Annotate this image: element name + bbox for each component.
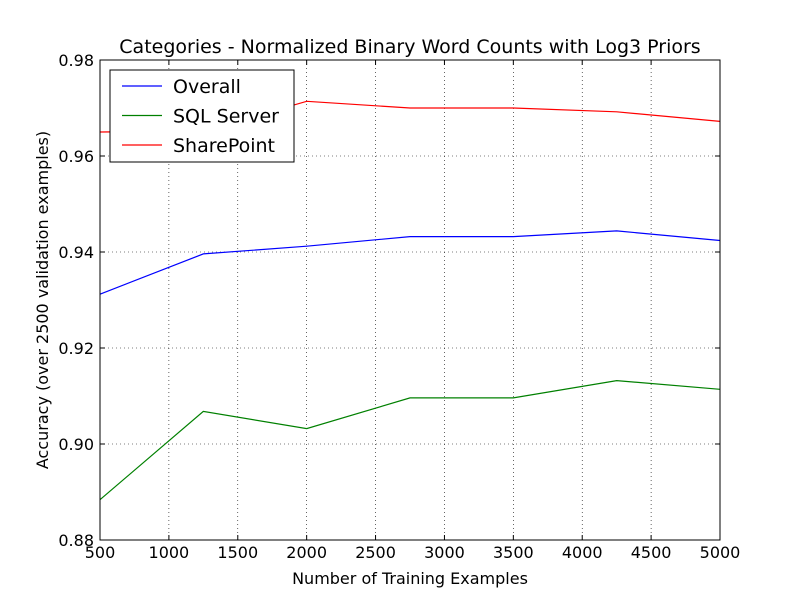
chart-title: Categories - Normalized Binary Word Coun… bbox=[119, 36, 700, 58]
x-tick-label: 500 bbox=[85, 543, 116, 562]
series-line-sql-server bbox=[99, 379, 721, 501]
x-tick-label: 1500 bbox=[217, 543, 258, 562]
y-tick-label: 0.98 bbox=[58, 51, 94, 70]
series-line-overall bbox=[99, 230, 721, 295]
ticks: 500 1000 1500 2000 2500 3000 3500 4000 4500 5000 0… bbox=[58, 51, 740, 562]
x-tick-label: 2500 bbox=[355, 543, 396, 562]
y-tick-label: 0.94 bbox=[58, 243, 94, 262]
legend: Overall SQL Server SharePoint bbox=[109, 69, 295, 163]
x-tick-label: 4000 bbox=[562, 543, 603, 562]
x-tick-label: 4500 bbox=[631, 543, 672, 562]
x-tick-label: 3000 bbox=[424, 543, 465, 562]
x-axis-label: Number of Training Examples bbox=[292, 569, 528, 588]
x-tick-label: 3500 bbox=[493, 543, 534, 562]
y-tick-label: 0.88 bbox=[58, 531, 94, 550]
x-tick-label: 2000 bbox=[286, 543, 327, 562]
plot-frame bbox=[99, 59, 721, 541]
legend-label: Overall bbox=[173, 76, 241, 98]
legend-label: SharePoint bbox=[173, 135, 275, 157]
x-tick-label: 1000 bbox=[149, 543, 190, 562]
legend-label: SQL Server bbox=[173, 106, 279, 128]
x-tick-label: 5000 bbox=[700, 543, 741, 562]
y-tick-label: 0.96 bbox=[58, 147, 94, 166]
y-tick-label: 0.90 bbox=[58, 435, 94, 454]
y-tick-label: 0.92 bbox=[58, 339, 94, 358]
y-axis-label: Accuracy (over 2500 validation examples) bbox=[33, 131, 52, 469]
